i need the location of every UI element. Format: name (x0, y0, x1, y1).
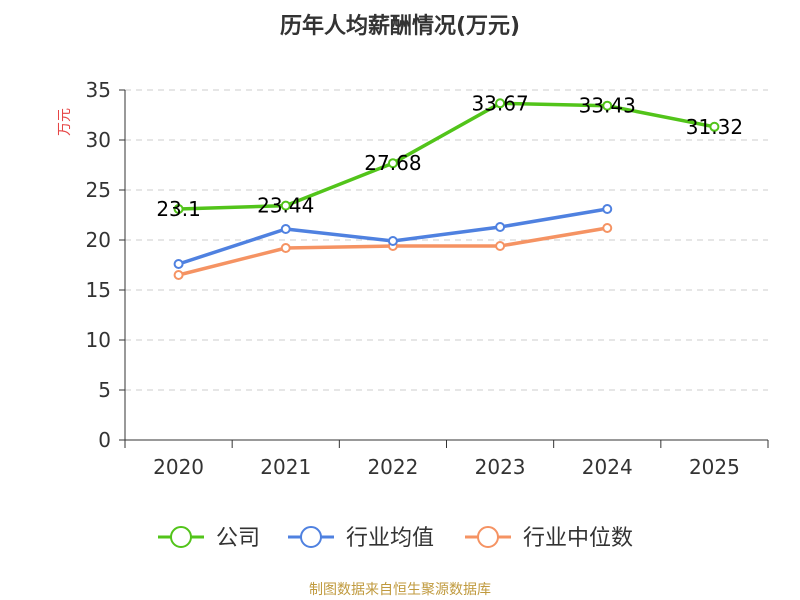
source-note: 制图数据来自恒生聚源数据库 (309, 582, 491, 598)
data-point (280, 243, 291, 253)
data-point (495, 241, 506, 251)
chart-title: 历年人均薪酬情况(万元) (280, 13, 520, 39)
x-tick-label: 2024 (582, 455, 633, 479)
legend-marker (300, 526, 322, 548)
data-point (602, 204, 613, 214)
y-tick-label: 0 (98, 428, 111, 452)
data-point (495, 222, 506, 232)
x-tick-label: 2021 (260, 455, 311, 479)
data-point (602, 100, 613, 111)
y-axis-label: 万元 (57, 108, 73, 136)
y-tick-label: 10 (86, 328, 111, 352)
y-tick-label: 30 (86, 128, 111, 152)
legend-marker (170, 526, 192, 548)
data-labels: 23.1 23.44 27.68 33.67 33.43 31.32 (156, 91, 743, 221)
data-label: 33.67 (471, 91, 528, 115)
data-point (173, 204, 184, 214)
data-label: 33.43 (579, 94, 636, 118)
legend-item[interactable]: 行业中位数 (465, 526, 633, 551)
data-point (387, 236, 398, 246)
data-point (280, 200, 291, 211)
x-tick-label: 2025 (689, 455, 740, 479)
data-point (602, 223, 613, 233)
y-tick-label: 25 (86, 178, 111, 202)
y-tick-label: 15 (86, 278, 111, 302)
series-line (176, 226, 609, 277)
data-label: 23.44 (257, 194, 314, 218)
data-point (280, 224, 291, 234)
y-tick-label: 5 (98, 378, 111, 402)
legend-label: 公司 (216, 526, 260, 551)
x-tick-label: 2022 (367, 455, 418, 479)
data-point (173, 270, 184, 280)
data-point (709, 121, 720, 132)
legend-label: 行业中位数 (523, 526, 633, 551)
x-tick-label: 2023 (475, 455, 526, 479)
series-lines (176, 101, 717, 277)
data-label: 27.68 (364, 151, 421, 175)
gridlines (125, 89, 768, 391)
series-points (173, 98, 720, 280)
y-tick-label: 20 (86, 228, 111, 252)
data-point (173, 259, 184, 269)
legend-item[interactable]: 公司 (158, 526, 260, 551)
data-label: 31.32 (686, 115, 743, 139)
data-point (387, 158, 398, 169)
legend[interactable]: 公司 行业均值 行业中位数 (158, 526, 633, 551)
y-tick-label: 35 (86, 78, 111, 102)
legend-marker (477, 526, 499, 548)
data-label: 23.1 (156, 197, 201, 221)
series-line (176, 101, 717, 211)
x-tick-label: 2020 (153, 455, 204, 479)
data-point (495, 98, 506, 109)
legend-label: 行业均值 (346, 526, 434, 551)
legend-item[interactable]: 行业均值 (288, 526, 434, 551)
